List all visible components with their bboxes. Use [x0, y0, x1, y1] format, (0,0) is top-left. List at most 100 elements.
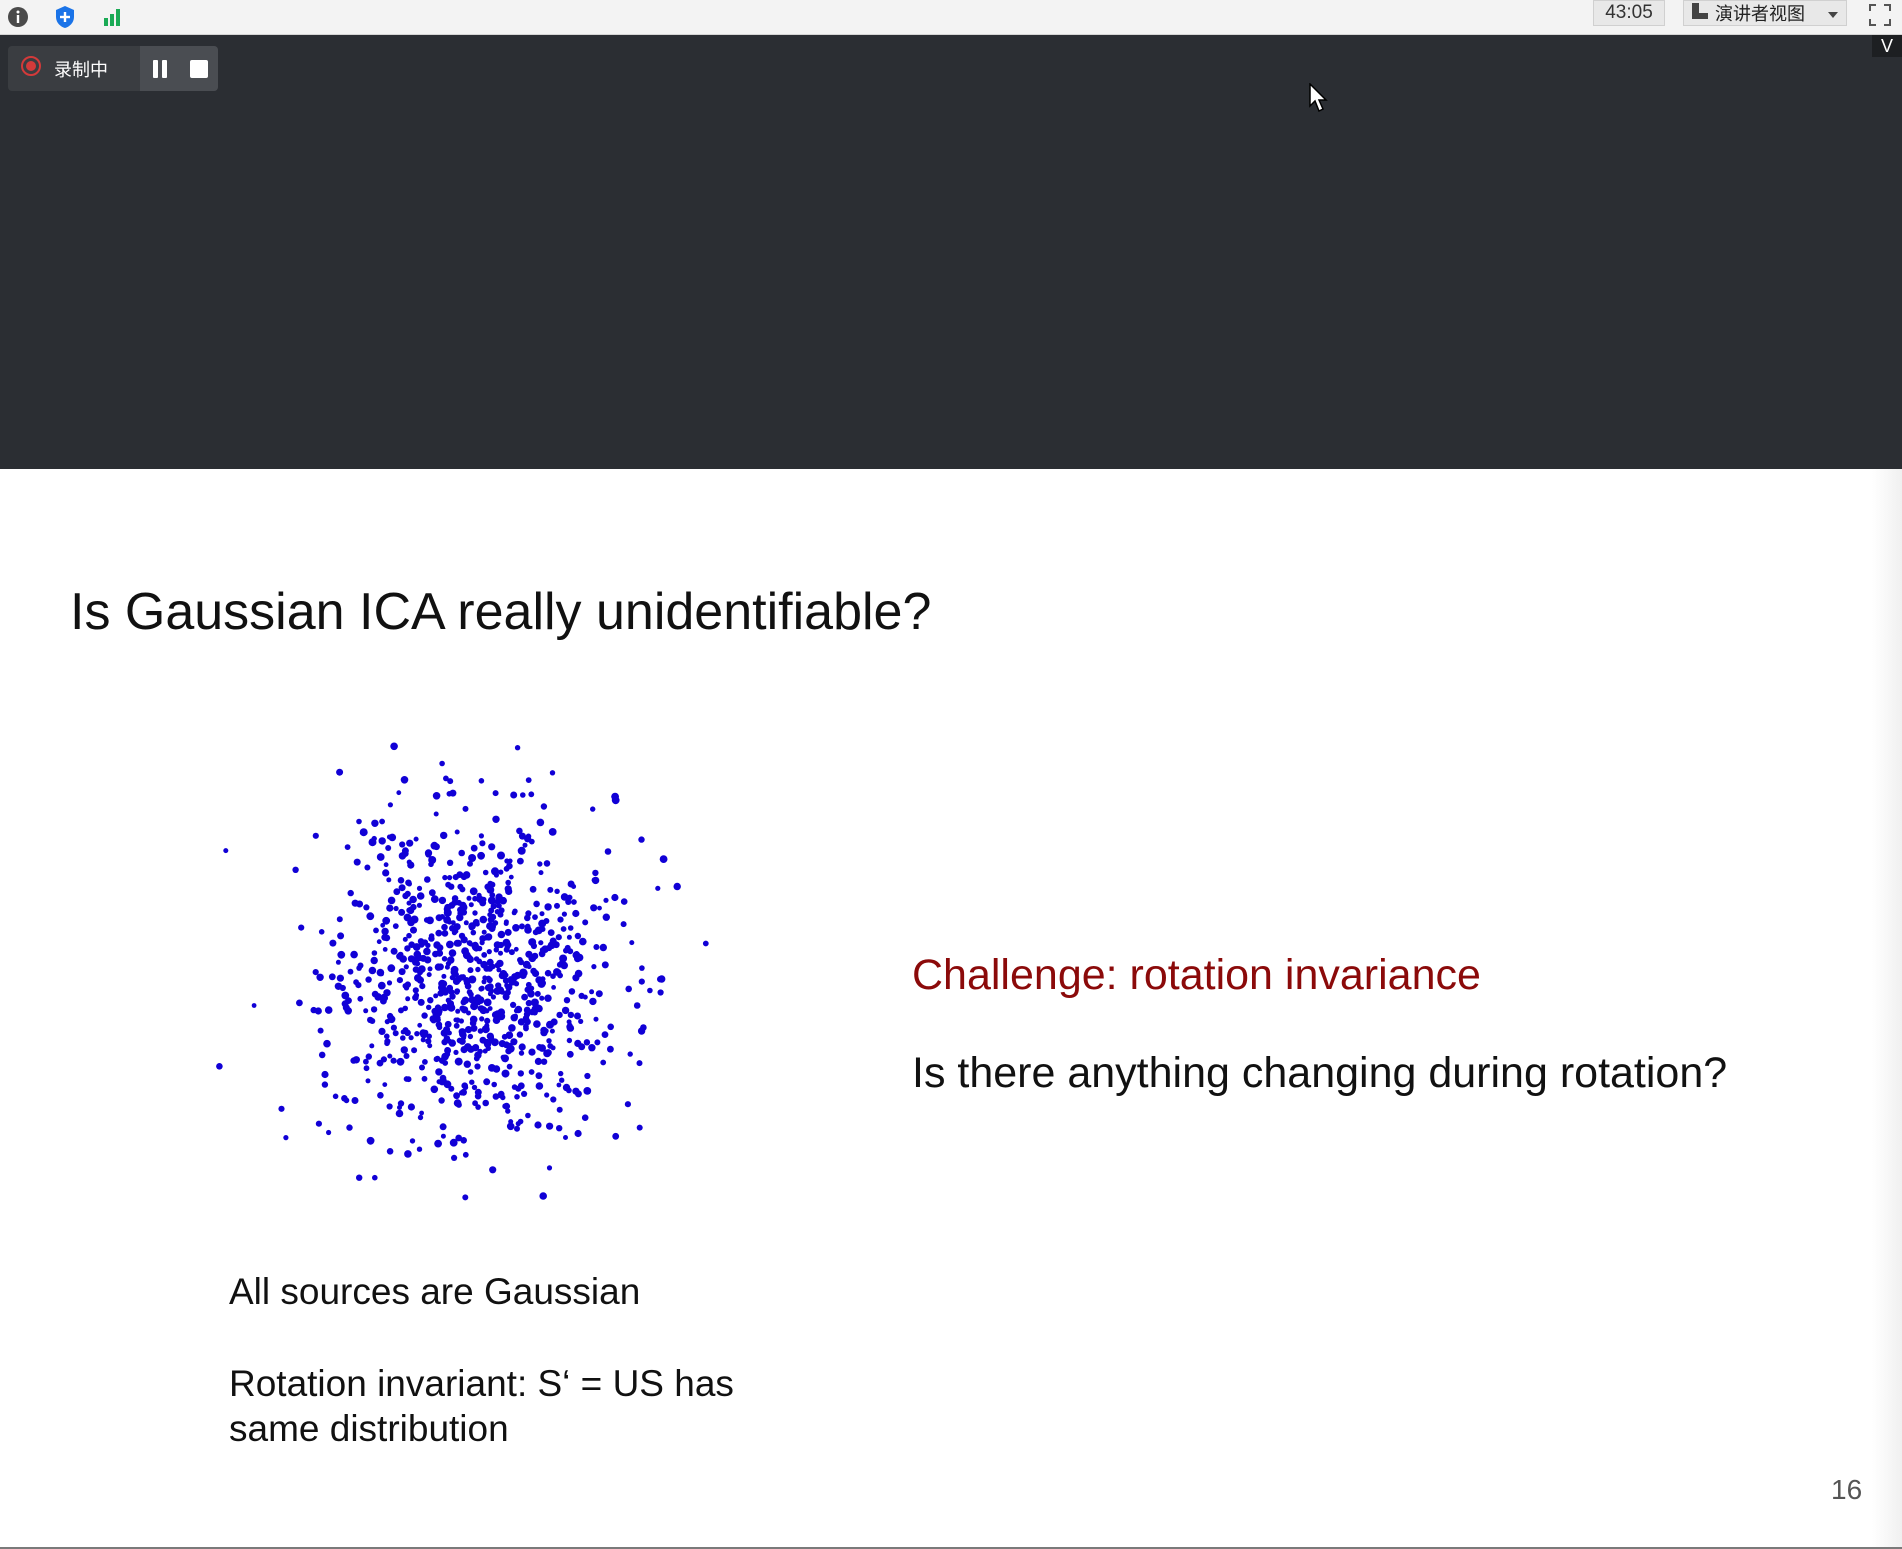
scatter-point: [559, 954, 568, 963]
scatter-point: [447, 778, 454, 785]
scatter-point: [513, 1008, 520, 1014]
info-icon[interactable]: [3, 2, 33, 32]
scatter-point: [251, 1003, 257, 1008]
scatter-point: [521, 993, 528, 1001]
scatter-point: [410, 926, 417, 934]
scatter-point: [416, 1146, 423, 1152]
mouse-cursor-icon: [1309, 82, 1329, 118]
scatter-point: [427, 966, 433, 972]
scatter-point: [426, 1033, 432, 1040]
scatter-point: [422, 1059, 428, 1065]
scatter-point: [440, 831, 448, 840]
stop-button[interactable]: [184, 54, 214, 84]
scatter-point: [520, 792, 526, 798]
scatter-point: [562, 1083, 571, 1092]
scatter-point: [368, 838, 377, 847]
scatter-point: [521, 1090, 528, 1097]
scatter-point: [508, 1024, 516, 1032]
pause-button[interactable]: [145, 54, 175, 84]
scatter-point: [522, 842, 528, 848]
scatter-point: [398, 884, 406, 892]
scatter-point: [470, 929, 477, 936]
scatter-point: [546, 1038, 552, 1044]
scatter-point: [594, 1039, 601, 1046]
scatter-point: [337, 932, 345, 940]
scatter-point: [502, 993, 510, 1001]
shield-icon[interactable]: [50, 2, 80, 32]
scatter-point: [448, 949, 457, 957]
view-mode-dropdown[interactable]: 演讲者视图: [1683, 0, 1847, 26]
scatter-point: [568, 988, 576, 995]
scatter-point: [318, 929, 325, 935]
scatter-point: [376, 853, 385, 861]
scatter-point: [412, 987, 419, 994]
scatter-point: [460, 1088, 467, 1096]
scatter-point: [556, 1011, 563, 1019]
scatter-point: [395, 1109, 404, 1118]
scatter-point: [556, 969, 562, 975]
scatter-point: [560, 893, 569, 901]
scatter-point: [490, 903, 497, 910]
scatter-point: [321, 1070, 329, 1079]
scatter-point: [647, 987, 653, 994]
scatter-point: [439, 1123, 447, 1131]
scatter-point: [356, 818, 362, 825]
scatter-point: [484, 1017, 491, 1024]
scatter-point: [356, 1174, 363, 1181]
scatter-point: [403, 1053, 410, 1059]
scatter-point: [428, 889, 436, 897]
scatter-point: [433, 1056, 440, 1063]
scatter-point: [443, 1080, 452, 1089]
scatter-point: [550, 1045, 556, 1051]
scatter-point: [408, 941, 415, 948]
scatter-point: [430, 841, 439, 850]
collapse-button[interactable]: V: [1872, 35, 1902, 57]
scatter-point: [578, 1018, 584, 1024]
scatter-point: [450, 920, 456, 926]
scatter-point: [418, 965, 426, 973]
scatter-point: [549, 1028, 555, 1034]
scatter-point: [571, 899, 577, 905]
scatter-point: [488, 1064, 496, 1072]
scatter-point: [534, 990, 541, 997]
scatter-point: [501, 1069, 510, 1078]
scatter-point: [369, 1043, 375, 1049]
scatter-point: [316, 973, 324, 981]
scatter-point: [401, 849, 409, 858]
fullscreen-icon[interactable]: [1864, 0, 1896, 30]
scatter-point: [382, 1082, 388, 1087]
scatter-point: [364, 864, 371, 871]
scatter-point: [659, 855, 668, 863]
scatter-point: [514, 745, 521, 751]
scatter-point: [422, 1029, 429, 1036]
scatter-point: [453, 1092, 460, 1100]
scatter-point: [534, 1121, 542, 1129]
scatter-point: [625, 985, 632, 993]
scatter-point: [449, 789, 457, 797]
scatter-point: [505, 887, 513, 895]
scatter-point: [384, 1033, 390, 1040]
scatter-point: [535, 1072, 543, 1080]
scatter-point: [537, 861, 543, 867]
scatter-point: [475, 966, 481, 973]
scatter-point: [591, 876, 600, 885]
scatter-point: [371, 819, 379, 827]
scatter-point: [561, 911, 567, 917]
scatter-point: [443, 916, 451, 924]
scatter-point: [413, 992, 420, 999]
scatter-point: [482, 1099, 490, 1107]
scatter-point: [372, 1174, 378, 1181]
scatter-point: [507, 858, 513, 864]
scatter-point: [611, 796, 620, 805]
scatter-point: [518, 1050, 525, 1056]
scatter-point: [522, 960, 531, 969]
scatter-point: [489, 1166, 497, 1174]
scatter-point: [466, 1010, 471, 1016]
scatter-point: [591, 964, 597, 970]
scatter-point: [702, 940, 709, 947]
scatter-point: [310, 1006, 317, 1014]
scatter-point: [456, 913, 464, 922]
stats-icon[interactable]: [97, 2, 127, 32]
scatter-point: [588, 1044, 596, 1052]
scatter-point: [462, 1084, 469, 1090]
